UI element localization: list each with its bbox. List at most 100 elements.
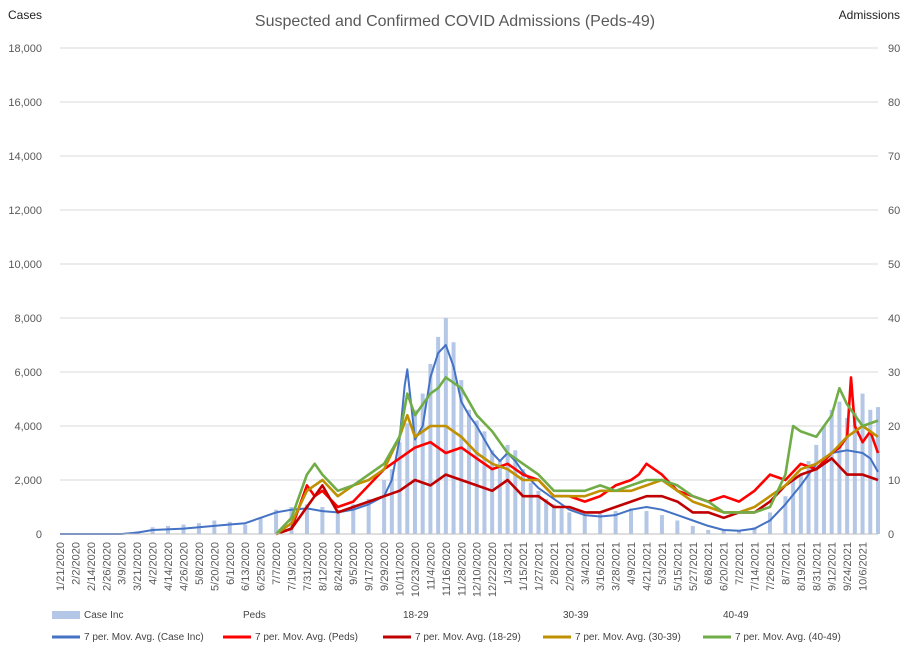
case-inc-bar (559, 508, 564, 534)
x-tick-label: 2/8/2021 (549, 542, 561, 585)
x-tick-label: 3/4/2021 (580, 542, 592, 585)
left-tick-label: 6,000 (14, 367, 42, 379)
right-tick-label: 50 (888, 259, 900, 271)
right-axis-title: Admissions (839, 8, 900, 22)
case-inc-bar (428, 363, 433, 534)
case-inc-bar (791, 480, 796, 534)
case-inc-bar (659, 515, 664, 534)
case-inc-bar (536, 490, 541, 534)
case-inc-bar (598, 513, 603, 534)
legend-label: 18-29 (403, 610, 429, 621)
x-tick-label: 4/2/2020 (148, 542, 160, 585)
x-axis-ticks: 1/21/2020 2/2/2020 2/14/2020 2/26/2020 3/9/2… (55, 542, 870, 597)
legend-label: 7 per. Mov. Avg. (Peds) (255, 632, 358, 643)
series-line-3 (275, 413, 879, 536)
left-tick-label: 12,000 (8, 205, 42, 217)
x-tick-label: 8/12/2020 (317, 542, 329, 591)
case-inc-bar (644, 511, 649, 534)
x-tick-label: 6/13/2020 (240, 542, 252, 591)
right-tick-label: 90 (888, 43, 900, 55)
x-tick-label: 6/25/2020 (256, 542, 268, 591)
case-inc-bar (459, 380, 464, 534)
left-tick-label: 8,000 (14, 313, 42, 325)
x-tick-label: 10/6/2021 (858, 542, 870, 591)
case-inc-bar (467, 409, 471, 534)
x-tick-label: 8/24/2020 (333, 542, 345, 591)
case-inc-bar (783, 496, 788, 534)
left-axis-title: Cases (8, 8, 42, 22)
case-inc-bar (852, 412, 857, 534)
x-tick-label: 8/31/2021 (811, 542, 823, 591)
case-inc-bar (490, 450, 495, 534)
x-tick-label: 12/10/2020 (472, 542, 484, 597)
x-tick-label: 5/20/2020 (209, 542, 221, 591)
case-inc-bar (798, 474, 803, 534)
x-tick-label: 1/15/2021 (518, 542, 530, 591)
x-tick-label: 1/3/2021 (503, 542, 515, 585)
left-tick-label: 4,000 (14, 421, 42, 433)
case-inc-bar (829, 409, 834, 534)
legend-label: 7 per. Mov. Avg. (30-39) (575, 632, 681, 643)
x-tick-label: 2/2/2020 (70, 542, 82, 585)
right-axis-ticks: 0 10 20 30 40 50 60 70 80 90 (888, 43, 900, 541)
case-inc-bar (505, 444, 510, 534)
left-tick-label: 0 (36, 529, 42, 541)
x-tick-label: 3/21/2020 (132, 542, 144, 591)
x-tick-label: 10/11/2020 (395, 542, 407, 596)
x-tick-label: 3/28/2021 (611, 542, 623, 591)
case-inc-bar (613, 511, 618, 534)
case-inc-bar (528, 482, 533, 534)
legend-label: Peds (243, 610, 266, 621)
case-inc-bar (420, 393, 425, 534)
x-tick-label: 9/24/2021 (842, 542, 854, 591)
case-inc-bar (821, 426, 826, 534)
case-inc-bar (366, 498, 371, 534)
legend-swatch (52, 611, 80, 619)
case-inc-bar (397, 442, 402, 534)
case-inc-bar (436, 336, 441, 534)
case-inc-bar (227, 521, 232, 534)
case-inc-bar (196, 523, 201, 534)
left-tick-label: 2,000 (14, 475, 42, 487)
case-inc-bar (274, 509, 279, 534)
right-tick-label: 70 (888, 151, 900, 163)
right-tick-label: 80 (888, 97, 900, 109)
case-inc-bar (551, 504, 556, 534)
x-tick-label: 12/22/2020 (487, 542, 499, 597)
x-tick-label: 5/3/2021 (657, 542, 669, 585)
x-tick-label: 9/17/2020 (364, 542, 376, 591)
x-tick-label: 5/27/2021 (688, 542, 700, 591)
left-tick-label: 14,000 (8, 151, 42, 163)
right-tick-label: 30 (888, 367, 900, 379)
case-inc-bar (351, 504, 356, 534)
legend-label: 7 per. Mov. Avg. (Case Inc) (84, 632, 204, 643)
right-tick-label: 10 (888, 475, 900, 487)
x-tick-label: 7/14/2021 (750, 542, 762, 591)
left-tick-label: 10,000 (8, 259, 42, 271)
x-tick-label: 10/23/2020 (410, 542, 422, 597)
x-tick-label: 2/26/2020 (101, 542, 113, 591)
x-tick-label: 8/7/2021 (780, 542, 792, 585)
x-tick-label: 2/20/2021 (564, 542, 576, 591)
left-tick-label: 18,000 (8, 43, 42, 55)
x-tick-label: 7/19/2020 (287, 542, 299, 591)
series-line-0 (60, 344, 879, 535)
x-tick-label: 4/9/2021 (626, 542, 638, 585)
x-tick-label: 7/7/2020 (271, 542, 283, 585)
x-tick-label: 6/8/2021 (703, 542, 715, 585)
x-tick-label: 11/16/2020 (441, 542, 453, 596)
x-tick-label: 5/15/2021 (672, 542, 684, 591)
case-inc-bar (845, 417, 850, 534)
case-inc-bar (737, 529, 742, 534)
x-tick-label: 11/4/2020 (425, 542, 437, 590)
case-inc-bar (868, 409, 873, 534)
legend-label: 30-39 (563, 610, 589, 621)
left-axis-ticks: 0 2,000 4,000 6,000 8,000 10,000 12,000 14,000 1… (8, 43, 42, 541)
case-inc-bar (474, 420, 479, 534)
case-inc-bar (814, 444, 819, 534)
x-tick-label: 7/26/2021 (765, 542, 777, 591)
right-tick-label: 20 (888, 421, 900, 433)
chart-title: Suspected and Confirmed COVID Admissions… (255, 13, 655, 30)
